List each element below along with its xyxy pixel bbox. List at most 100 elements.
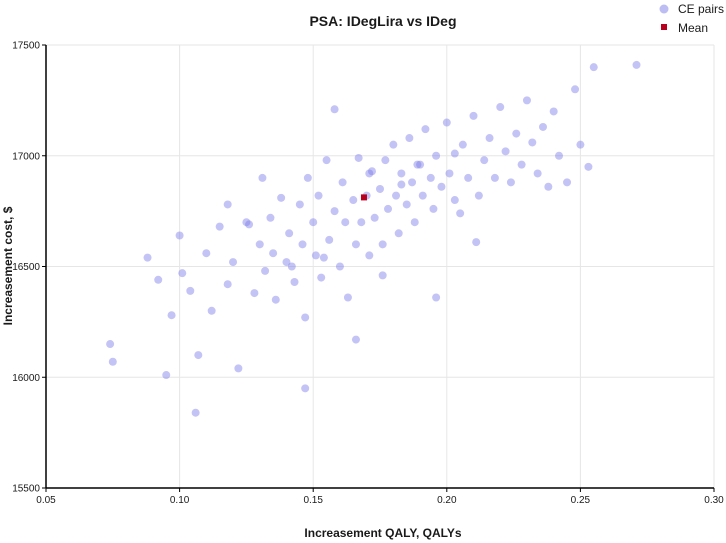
ce-pair-point bbox=[261, 266, 270, 275]
legend-mean-label: Mean bbox=[678, 21, 708, 35]
ce-pair-point bbox=[301, 313, 310, 322]
x-tick-label: 0.10 bbox=[170, 495, 190, 506]
ce-pair-point bbox=[317, 273, 326, 282]
ce-pair-point bbox=[397, 169, 406, 178]
ce-pair-point bbox=[429, 204, 438, 213]
ce-pair-point bbox=[458, 140, 467, 149]
ce-pair-point bbox=[258, 173, 267, 182]
ce-pair-point bbox=[191, 408, 200, 417]
ce-pair-point bbox=[421, 125, 430, 134]
ce-pair-point bbox=[571, 85, 580, 94]
ce-pair-point bbox=[576, 140, 585, 149]
ce-pair-point bbox=[349, 196, 358, 205]
legend: CE pairs Mean bbox=[659, 2, 724, 35]
ce-pair-point bbox=[418, 191, 427, 200]
ce-pair-point bbox=[314, 191, 323, 200]
ce-pair-point bbox=[178, 269, 187, 278]
ce-pair-point bbox=[287, 262, 296, 271]
ce-pair-point bbox=[528, 138, 537, 147]
ce-pair-point bbox=[338, 178, 347, 187]
ce-pair-point bbox=[426, 173, 435, 182]
ce-pair-point bbox=[432, 151, 441, 160]
ce-pair-point bbox=[319, 253, 328, 262]
ce-pair-point bbox=[496, 103, 505, 112]
legend-mean-marker bbox=[661, 24, 667, 30]
ce-pair-point bbox=[512, 129, 521, 138]
ce-pair-point bbox=[392, 191, 401, 200]
ce-pair-point bbox=[549, 107, 558, 116]
ce-pair-point bbox=[301, 384, 310, 393]
ce-pair-point bbox=[474, 191, 483, 200]
ce-pair-point bbox=[490, 173, 499, 182]
ce-pair-point bbox=[501, 147, 510, 156]
ce-pair-point bbox=[464, 173, 473, 182]
ce-pair-point bbox=[533, 169, 542, 178]
tick-labels: 0.05 0.10 0.15 0.20 0.25 0.30 15500 16000 16500 1… bbox=[12, 41, 724, 507]
ce-pair-point bbox=[207, 306, 216, 315]
x-tick-label: 0.30 bbox=[704, 495, 724, 506]
y-tick-label: 16500 bbox=[12, 262, 40, 273]
ce-pair-point bbox=[108, 357, 117, 366]
ce-pair-point bbox=[405, 134, 414, 143]
ce-pair-point bbox=[563, 178, 572, 187]
ce-pair-point bbox=[162, 371, 171, 380]
ce-pair-point bbox=[351, 240, 360, 249]
ce-pair-point bbox=[175, 231, 184, 240]
ce-pair-point bbox=[277, 193, 286, 202]
ce-pair-point bbox=[242, 218, 251, 227]
ce-pair-point bbox=[538, 122, 547, 131]
legend-ce-pairs-marker bbox=[659, 4, 669, 14]
ce-pair-point bbox=[376, 184, 384, 193]
ce-pair-point bbox=[544, 182, 553, 191]
ce-pair-point bbox=[413, 160, 422, 169]
x-axis-label: Increasement QALY, QALYs bbox=[304, 526, 462, 540]
ce-pair-point bbox=[589, 63, 598, 72]
ce-pair-point bbox=[381, 156, 390, 165]
ce-pair-point bbox=[416, 160, 425, 169]
ce-pair-point bbox=[480, 156, 489, 165]
ce-pair-point bbox=[389, 140, 398, 149]
ce-pair-point bbox=[266, 213, 275, 222]
y-tick-label: 15500 bbox=[12, 484, 40, 495]
ce-pair-point bbox=[472, 238, 481, 247]
ce-pair-point bbox=[445, 169, 454, 178]
ce-pair-point bbox=[402, 200, 411, 209]
ce-pair-point bbox=[325, 235, 334, 244]
ce-pair-point bbox=[450, 196, 459, 205]
ce-pair-point bbox=[167, 311, 176, 320]
ce-pair-point bbox=[351, 335, 360, 344]
ce-pair-point bbox=[437, 182, 446, 191]
ce-pair-point bbox=[322, 156, 331, 165]
ce-pair-point bbox=[223, 200, 232, 209]
x-tick-label: 0.25 bbox=[571, 495, 591, 506]
ce-pair-point bbox=[343, 293, 352, 302]
ce-pair-point bbox=[186, 286, 195, 295]
ce-pair-point bbox=[517, 160, 526, 169]
data-points bbox=[106, 60, 641, 417]
ce-pair-point bbox=[282, 258, 291, 267]
ce-pair-point bbox=[202, 249, 211, 258]
ce-pair-point bbox=[469, 111, 478, 120]
ce-pair-point bbox=[584, 162, 593, 171]
ce-pair-point bbox=[485, 134, 494, 143]
ce-pair-point bbox=[330, 105, 339, 114]
axes bbox=[42, 44, 715, 492]
ce-pair-point bbox=[410, 218, 419, 227]
ce-pair-point bbox=[370, 213, 379, 222]
ce-pair-point bbox=[397, 180, 406, 189]
y-axis-label: Increasement cost, $ bbox=[1, 206, 15, 325]
ce-pair-point bbox=[271, 295, 280, 304]
ce-pair-point bbox=[378, 240, 387, 249]
ce-pair-point bbox=[394, 229, 403, 238]
ce-pair-point bbox=[215, 222, 224, 231]
ce-pair-point bbox=[229, 258, 238, 267]
y-tick-label: 16000 bbox=[12, 373, 40, 384]
ce-pair-point bbox=[194, 351, 203, 360]
ce-pair-point bbox=[341, 218, 350, 227]
ce-pair-point bbox=[250, 289, 259, 298]
ce-pair-point bbox=[456, 209, 465, 218]
ce-pair-point bbox=[234, 364, 243, 373]
ce-pair-point bbox=[632, 60, 641, 69]
y-tick-label: 17000 bbox=[12, 151, 40, 162]
x-tick-label: 0.20 bbox=[437, 495, 457, 506]
